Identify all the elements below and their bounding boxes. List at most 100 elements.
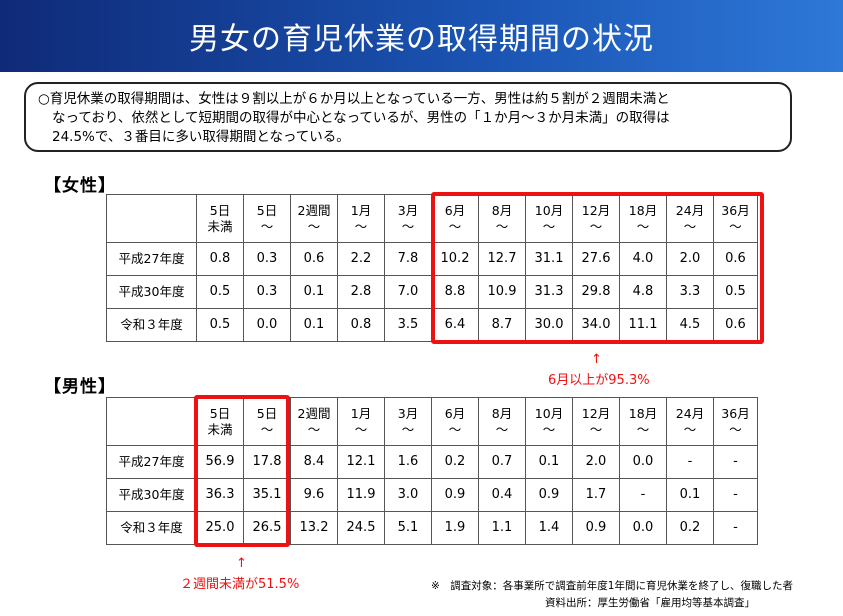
col-header-line2: ～: [495, 218, 509, 234]
female-section-label: 【女性】: [44, 176, 116, 196]
col-header-line2: ～: [260, 421, 274, 437]
table-cell: 2.8: [337, 275, 385, 309]
table-cell: 0.0: [619, 511, 667, 545]
survey-note: ※ 調査対象：各事業所で調査前年度1年間に育児休業を終了し、復職した者: [431, 580, 793, 592]
male-header-row: 5日 未満 5日～ 2週間～ 1月～ 3月～ 6月～ 8月～ 10月～ 12月～ …: [106, 397, 758, 446]
male-col-header: 10月～: [525, 397, 573, 446]
female-highlight-arrow: ↑: [591, 352, 602, 367]
table-cell: 1.4: [525, 511, 573, 545]
col-header-line1: 10月: [534, 202, 564, 218]
col-header-line2: ～: [307, 421, 321, 437]
table-cell: 24.5: [337, 511, 385, 545]
col-header-line2: 未満: [207, 421, 233, 437]
col-header-line1: 8月: [491, 202, 513, 218]
row-label: 令和３年度: [106, 511, 197, 545]
female-col-header: 10月～: [525, 194, 573, 243]
table-cell: 56.9: [196, 445, 244, 479]
table-cell: 4.8: [619, 275, 667, 309]
col-header-line2: ～: [448, 218, 462, 234]
male-col-header: 6月～: [431, 397, 479, 446]
col-header-line1: 10月: [534, 405, 564, 421]
table-cell: 7.8: [384, 242, 432, 276]
male-highlight-arrow: ↑: [236, 556, 247, 571]
table-cell: 0.1: [290, 308, 338, 342]
table-cell: 0.6: [713, 308, 758, 342]
table-cell: 8.7: [478, 308, 526, 342]
table-cell: 0.8: [196, 242, 244, 276]
female-col-header: 6月～: [431, 194, 479, 243]
table-cell: -: [666, 445, 714, 479]
table-row: 令和３年度 0.5 0.0 0.1 0.8 3.5 6.4 8.7 30.0 3…: [106, 308, 758, 342]
table-cell: 11.9: [337, 478, 385, 512]
female-col-header: 2週間～: [290, 194, 338, 243]
table-cell: 8.4: [290, 445, 338, 479]
col-header-line2: ～: [636, 218, 650, 234]
female-col-header: 1月～: [337, 194, 385, 243]
row-label: 平成30年度: [106, 478, 197, 512]
male-corner-cell: [106, 397, 197, 446]
table-cell: 9.6: [290, 478, 338, 512]
table-cell: 0.7: [478, 445, 526, 479]
table-cell: 5.1: [384, 511, 432, 545]
table-row: 平成30年度 36.3 35.1 9.6 11.9 3.0 0.9 0.4 0.…: [106, 478, 758, 512]
female-col-header: 18月～: [619, 194, 667, 243]
page-title: 男女の育児休業の取得期間の状況: [189, 22, 654, 57]
col-header-line1: 24月: [675, 405, 705, 421]
col-header-line1: 12月: [581, 202, 611, 218]
table-cell: 0.5: [196, 275, 244, 309]
table-cell: 0.9: [431, 478, 479, 512]
table-cell: 27.6: [572, 242, 620, 276]
table-cell: 2.0: [572, 445, 620, 479]
table-cell: 0.0: [243, 308, 291, 342]
table-cell: 30.0: [525, 308, 573, 342]
col-header-line1: 2週間: [297, 202, 331, 218]
table-cell: -: [713, 445, 758, 479]
title-banner: 男女の育児休業の取得期間の状況: [0, 0, 843, 72]
male-col-header: 3月～: [384, 397, 432, 446]
col-header-line2: ～: [542, 218, 556, 234]
table-cell: -: [713, 478, 758, 512]
table-cell: 31.1: [525, 242, 573, 276]
col-header-line2: 未満: [207, 218, 233, 234]
female-col-header: 3月～: [384, 194, 432, 243]
col-header-line2: ～: [354, 421, 368, 437]
table-cell: 0.1: [290, 275, 338, 309]
col-header-line1: 1月: [350, 202, 372, 218]
col-header-line1: 5日: [209, 202, 231, 218]
male-col-header: 8月～: [478, 397, 526, 446]
table-cell: -: [713, 511, 758, 545]
col-header-line2: ～: [307, 218, 321, 234]
col-header-line2: ～: [260, 218, 274, 234]
table-cell: 3.5: [384, 308, 432, 342]
table-cell: 0.0: [619, 445, 667, 479]
male-section-label: 【男性】: [44, 377, 116, 397]
table-cell: 3.0: [384, 478, 432, 512]
table-cell: -: [619, 478, 667, 512]
table-cell: 0.9: [525, 478, 573, 512]
table-cell: 0.4: [478, 478, 526, 512]
male-col-header: 1月～: [337, 397, 385, 446]
table-cell: 12.7: [478, 242, 526, 276]
male-col-header: 36月～: [713, 397, 758, 446]
table-cell: 0.3: [243, 275, 291, 309]
source-note: 資料出所：厚生労働省「雇用均等基本調査」: [545, 597, 755, 609]
male-highlight-box: [194, 395, 290, 547]
table-cell: 0.1: [525, 445, 573, 479]
table-cell: 0.1: [666, 478, 714, 512]
table-cell: 0.8: [337, 308, 385, 342]
col-header-line1: 8月: [491, 405, 513, 421]
male-highlight-text: ２週間未満が51.5%: [180, 577, 300, 592]
table-cell: 29.8: [572, 275, 620, 309]
col-header-line1: 5日: [256, 202, 278, 218]
row-label: 平成30年度: [106, 275, 197, 309]
row-label: 令和３年度: [106, 308, 197, 342]
table-row: 平成27年度 56.9 17.8 8.4 12.1 1.6 0.2 0.7 0.…: [106, 445, 758, 479]
table-cell: 0.3: [243, 242, 291, 276]
female-highlight-box: [431, 192, 764, 344]
col-header-line1: 3月: [397, 202, 419, 218]
table-cell: 0.2: [431, 445, 479, 479]
female-col-header: 12月～: [572, 194, 620, 243]
male-col-header: 12月～: [572, 397, 620, 446]
summary-line-1: ○育児休業の取得期間は、女性は９割以上が６か月以上となっている一方、男性は約５割…: [38, 91, 670, 107]
col-header-line2: ～: [636, 421, 650, 437]
